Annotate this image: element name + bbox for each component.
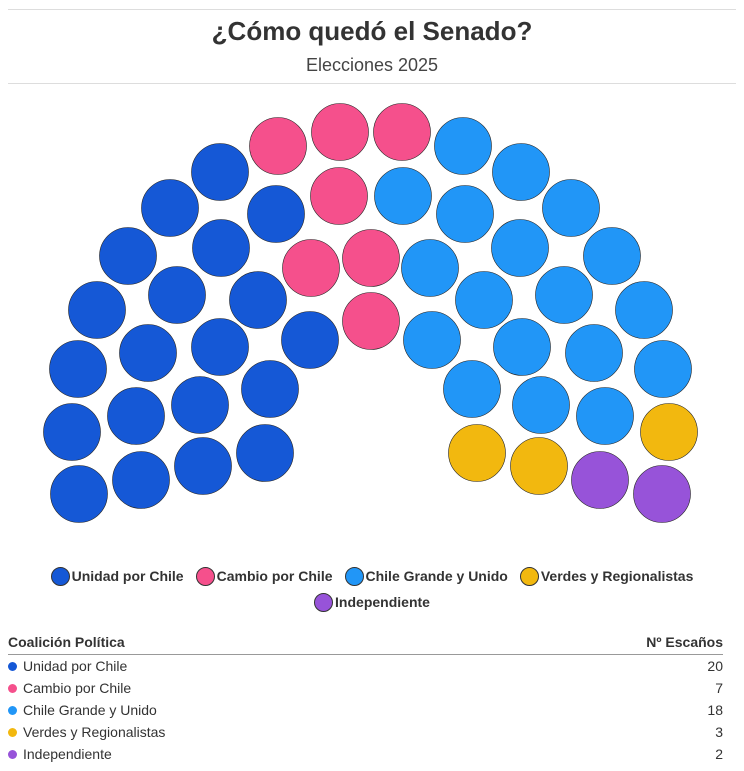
table-row: Verdes y Regionalistas 3 [8, 721, 723, 743]
party-dot [8, 683, 17, 693]
seat [634, 340, 692, 398]
header-seats: Nº Escaños [646, 634, 723, 650]
seat [434, 117, 492, 175]
seat [583, 227, 641, 285]
seat [148, 266, 206, 324]
seat [191, 318, 249, 376]
table-row: Unidad por Chile 20 [8, 655, 723, 677]
table-row: Independiente 2 [8, 743, 723, 765]
legend: Unidad por Chile Cambio por Chile Chile Gr… [30, 566, 714, 618]
seat [542, 179, 600, 237]
legend-label: Unidad por Chile [71, 568, 184, 584]
seat [373, 103, 431, 161]
seat [310, 167, 368, 225]
table-header: Coalición Política Nº Escaños [8, 634, 723, 655]
party-name: Chile Grande y Unido [23, 702, 157, 718]
party-name: Unidad por Chile [23, 658, 128, 674]
table-row: Chile Grande y Unido 18 [8, 699, 723, 721]
divider [8, 9, 736, 10]
legend-swatch [314, 593, 334, 612]
seat [455, 271, 513, 329]
legend-label: Independiente [335, 594, 430, 610]
seat [443, 360, 501, 418]
table-row: Cambio por Chile 7 [8, 677, 723, 699]
legend-label: Chile Grande y Unido [365, 568, 508, 584]
party-dot [8, 727, 17, 737]
legend-label: Verdes y Regionalistas [540, 568, 694, 584]
seat [512, 376, 570, 434]
seat [571, 451, 629, 509]
seat [281, 311, 339, 369]
seat [565, 324, 623, 382]
chart-title: ¿Cómo quedó el Senado? [211, 16, 533, 46]
divider [8, 83, 736, 84]
legend-swatch [519, 567, 539, 586]
seat [311, 103, 369, 161]
seat [492, 143, 550, 201]
legend-item: Independiente [314, 592, 430, 613]
seat-count: 7 [715, 680, 723, 696]
seat [491, 219, 549, 277]
seat [191, 143, 249, 201]
seat [49, 340, 107, 398]
seat [236, 424, 294, 482]
seat [633, 465, 691, 523]
party-dot [8, 661, 17, 671]
seat [50, 465, 108, 523]
seat [249, 117, 307, 175]
seat [401, 239, 459, 297]
seat [43, 403, 101, 461]
seat [107, 387, 165, 445]
seat [403, 311, 461, 369]
seat [374, 167, 432, 225]
seat [174, 437, 232, 495]
parliament-chart [43, 103, 698, 523]
party-dot [8, 749, 17, 759]
seat [510, 437, 568, 495]
seat [342, 229, 400, 287]
seat [640, 403, 698, 461]
legend-swatch [344, 567, 364, 586]
seat-count: 3 [715, 724, 723, 740]
chart-subtitle: Elecciones 2025 [305, 55, 439, 75]
seat [615, 281, 673, 339]
seat-count: 2 [715, 746, 723, 762]
seats-table: Coalición Política Nº Escaños Unidad por… [8, 634, 723, 765]
seat [448, 424, 506, 482]
seat-count: 18 [707, 702, 723, 718]
legend-item: Chile Grande y Unido [344, 566, 508, 587]
legend-swatch [50, 567, 70, 586]
seat [112, 451, 170, 509]
legend-item: Verdes y Regionalistas [519, 566, 694, 587]
seat [247, 185, 305, 243]
seat [192, 219, 250, 277]
header-coalition: Coalición Política [8, 634, 125, 650]
party-dot [8, 705, 17, 715]
seat [141, 179, 199, 237]
party-name: Cambio por Chile [23, 680, 132, 696]
seat [576, 387, 634, 445]
seat-count: 20 [707, 658, 723, 674]
seat [535, 266, 593, 324]
seat [436, 185, 494, 243]
party-name: Independiente [23, 746, 112, 762]
seat [171, 376, 229, 434]
party-name: Verdes y Regionalistas [23, 724, 166, 740]
seat [342, 292, 400, 350]
legend-item: Unidad por Chile [50, 566, 184, 587]
seat [493, 318, 551, 376]
seat [229, 271, 287, 329]
seat [99, 227, 157, 285]
legend-item: Cambio por Chile [195, 566, 333, 587]
seat [119, 324, 177, 382]
legend-swatch [195, 567, 215, 586]
seat [241, 360, 299, 418]
legend-label: Cambio por Chile [216, 568, 333, 584]
seat [68, 281, 126, 339]
seat [282, 239, 340, 297]
